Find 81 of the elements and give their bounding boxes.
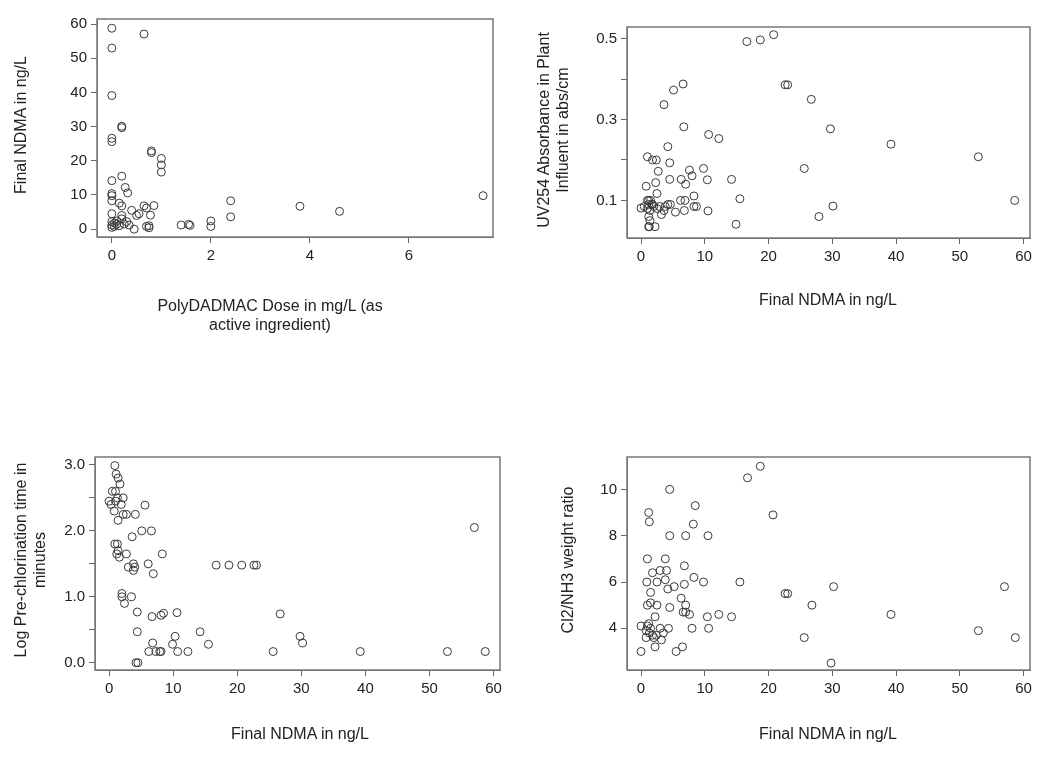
point xyxy=(107,23,117,33)
x-tick-label: 10 xyxy=(696,247,714,265)
point xyxy=(107,91,117,101)
x-axis-title: PolyDADMAC Dose in mg/L (as active ingredient) xyxy=(156,296,384,334)
y-tick-label: 1.0 xyxy=(64,586,85,604)
point xyxy=(127,205,137,215)
x-tick-label: 2 xyxy=(206,246,216,264)
y-tick-label: 50 xyxy=(70,48,87,66)
x-tick-label: 40 xyxy=(887,247,905,265)
x-axis-title: Final NDMA in ng/L xyxy=(758,724,898,743)
y-tick-label: 6 xyxy=(608,572,617,590)
point xyxy=(123,188,133,198)
x-tick-label: 6 xyxy=(404,246,414,264)
point xyxy=(117,171,127,181)
point xyxy=(176,220,186,230)
x-tick-label: 0 xyxy=(636,679,646,697)
point xyxy=(107,137,117,147)
y-axis-title: Final NDMA in ng/L xyxy=(10,56,30,194)
x-tick-label: 30 xyxy=(823,679,841,697)
x-tick-label: 20 xyxy=(760,679,777,697)
point xyxy=(206,216,216,226)
point xyxy=(107,196,117,206)
point xyxy=(335,206,345,216)
x-tick-label: 10 xyxy=(164,679,182,697)
y-axis-title: Cl2/NH3 weight ratio xyxy=(557,486,577,634)
y-tick-label: 0 xyxy=(78,219,87,237)
point xyxy=(107,43,117,53)
x-tick-label: 20 xyxy=(228,679,246,697)
point xyxy=(156,167,166,177)
x-axis-title: Final NDMA in ng/L xyxy=(758,290,898,309)
point xyxy=(129,224,139,234)
y-tick-label: 40 xyxy=(70,82,87,100)
x-tick-label: 30 xyxy=(823,247,841,265)
y-tick-label: 0.5 xyxy=(596,28,617,46)
point xyxy=(120,182,130,192)
y-tick-label: 8 xyxy=(608,525,617,543)
x-tick-label: 0 xyxy=(636,247,646,265)
x-tick-label: 50 xyxy=(421,679,438,697)
point xyxy=(107,133,117,143)
point xyxy=(107,176,117,186)
point xyxy=(295,201,305,211)
point xyxy=(139,29,149,39)
x-tick-label: 60 xyxy=(1015,247,1032,265)
x-tick-label: 60 xyxy=(1015,679,1032,697)
y-tick-label: 30 xyxy=(70,116,87,134)
x-axis-title: Final NDMA in ng/L xyxy=(230,724,370,743)
x-tick-label: 30 xyxy=(293,679,310,697)
point xyxy=(107,209,117,219)
x-tick-label: 20 xyxy=(760,247,777,265)
point xyxy=(226,196,236,206)
x-tick-label: 50 xyxy=(951,679,969,697)
x-tick-label: 0 xyxy=(104,679,114,697)
x-tick-label: 4 xyxy=(305,246,315,264)
point xyxy=(149,201,159,211)
x-tick-label: 60 xyxy=(485,679,502,697)
x-tick-label: 0 xyxy=(107,246,117,264)
point xyxy=(156,153,166,163)
y-tick-label: 3.0 xyxy=(64,455,85,473)
y-tick-label: 20 xyxy=(70,150,87,168)
y-tick-label: 60 xyxy=(70,14,87,32)
point xyxy=(117,210,127,220)
x-tick-label: 40 xyxy=(887,679,905,697)
x-tick-label: 50 xyxy=(951,247,969,265)
y-tick-label: 10 xyxy=(70,185,87,203)
y-tick-label: 0.1 xyxy=(596,190,617,208)
point xyxy=(145,210,155,220)
y-tick-label: 0.0 xyxy=(64,652,85,670)
y-axis-title: Log Pre-chlorination time in minutes xyxy=(11,461,49,660)
x-tick-label: 40 xyxy=(357,679,374,697)
x-tick-label: 10 xyxy=(696,679,714,697)
y-tick-label: 2.0 xyxy=(64,521,85,538)
y-tick-label: 0.3 xyxy=(596,109,617,127)
y-tick-label: 10 xyxy=(600,479,617,497)
y-axis-title: UV254 Absorbance in Plant Influent in abs/cm xyxy=(533,31,571,230)
point xyxy=(142,221,151,231)
point xyxy=(226,212,236,222)
point xyxy=(117,214,127,224)
point xyxy=(478,191,488,201)
y-tick-label: 4 xyxy=(608,618,617,636)
point xyxy=(206,221,216,231)
point xyxy=(156,160,166,170)
